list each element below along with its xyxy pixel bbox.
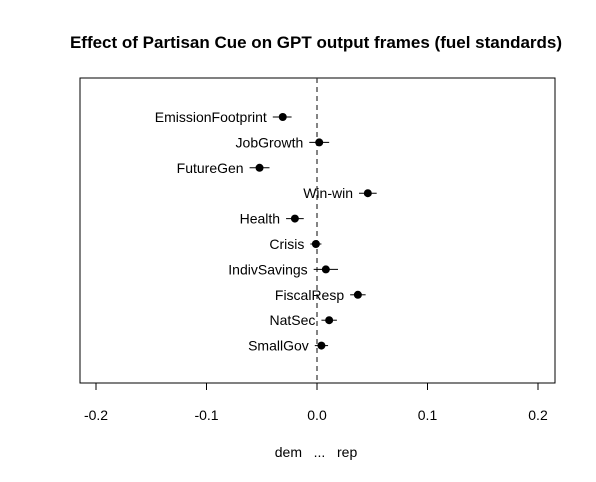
x-tick-label: -0.1 [194,407,218,423]
point-marker [311,240,320,248]
point-emissionfootprint: EmissionFootprint [155,109,292,125]
point-marker [315,138,324,147]
point-marker [317,341,326,350]
point-label: JobGrowth [236,134,304,150]
point-label: Health [240,211,280,227]
point-health: Health [240,211,304,227]
point-indivsavings: IndivSavings [228,261,338,277]
x-axis-label: dem ... rep [275,444,358,460]
x-tick-label: -0.2 [84,407,108,423]
point-label: SmallGov [248,338,309,354]
point-label: IndivSavings [228,261,307,277]
x-tick-label: 0.0 [307,407,327,423]
chart-title: Effect of Partisan Cue on GPT output fra… [70,33,562,52]
point-crisis: Crisis [269,236,322,252]
points-layer: EmissionFootprint JobGrowth FutureGen Win-w… [155,109,377,354]
point-futuregen: FutureGen [177,160,270,176]
point-label: EmissionFootprint [155,109,267,125]
point-jobgrowth: JobGrowth [236,134,330,150]
point-marker [290,214,299,223]
x-axis: -0.2 -0.1 0.0 0.1 0.2 [84,382,548,423]
point-natsec: NatSec [269,312,337,328]
point-marker [363,189,372,198]
point-label: FutureGen [177,160,244,176]
x-tick-label: 0.1 [418,407,438,423]
point-fiscalresp: FiscalResp [275,287,366,303]
point-win-win: Win-win [303,185,377,201]
point-marker [255,163,264,172]
point-label: Crisis [269,236,304,252]
point-marker [353,290,362,299]
point-marker [321,265,330,274]
point-label: FiscalResp [275,287,344,303]
point-label: Win-win [303,185,353,201]
point-smallgov: SmallGov [248,338,329,354]
point-marker [278,113,287,121]
point-marker [325,316,334,325]
x-tick-label: 0.2 [528,407,548,423]
point-label: NatSec [269,312,315,328]
